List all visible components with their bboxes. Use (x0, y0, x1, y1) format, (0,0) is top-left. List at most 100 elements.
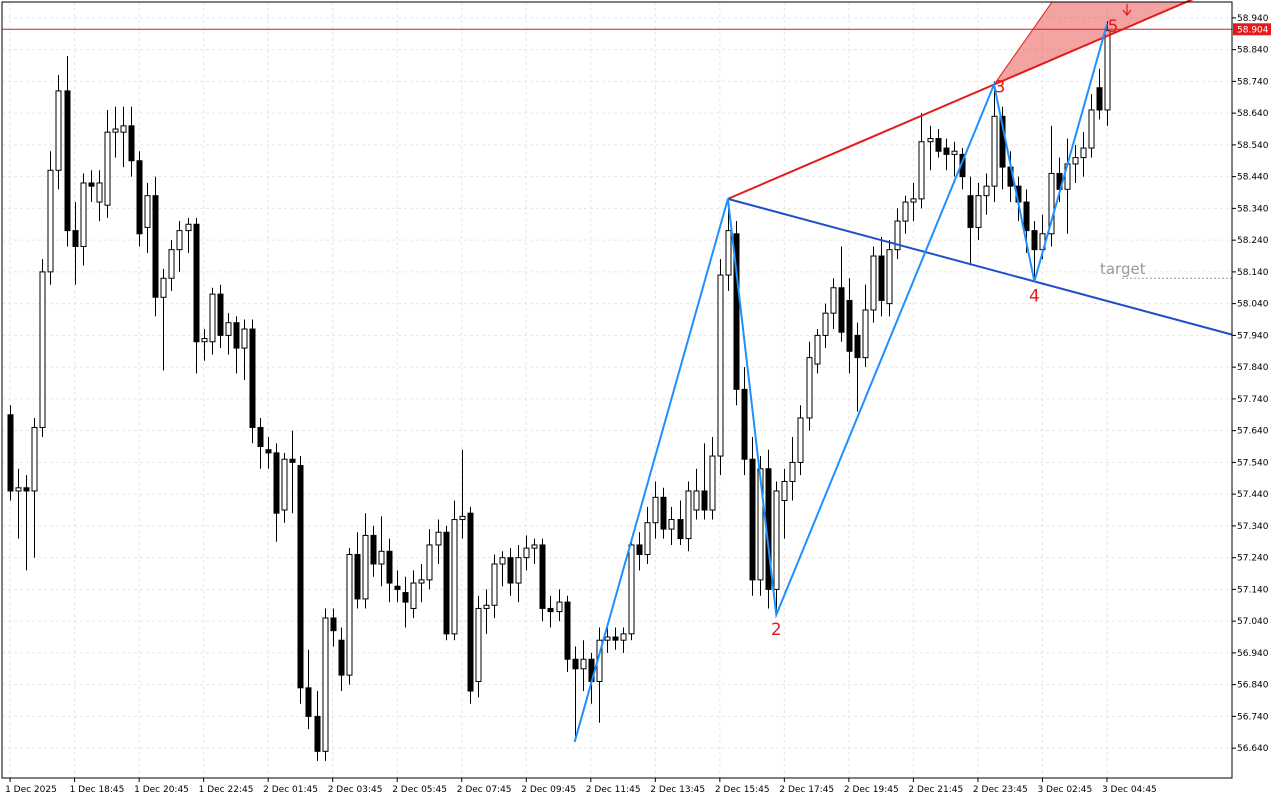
candle-body (289, 458, 296, 463)
candle-body (305, 687, 312, 717)
candle-body (660, 496, 667, 530)
candle-body (55, 90, 62, 171)
candle-body (749, 458, 756, 581)
x-tick-label: 3 Dec 02:45 (1037, 785, 1092, 795)
x-tick-label: 2 Dec 11:45 (586, 785, 641, 795)
candle-body (1088, 109, 1095, 149)
x-tick-label: 2 Dec 19:45 (844, 785, 899, 795)
candle-body (717, 274, 724, 457)
candle-body (185, 223, 192, 232)
candle-body (991, 115, 998, 187)
y-tick-label: 58.940 (1237, 14, 1269, 24)
y-tick-label: 57.540 (1237, 458, 1269, 468)
candle-body (564, 601, 571, 660)
candle-body (241, 328, 248, 349)
candle-body (435, 531, 442, 546)
candle-body (338, 639, 345, 676)
candle-body (644, 522, 651, 555)
candle-body (128, 125, 135, 162)
y-tick-label: 57.740 (1237, 395, 1269, 405)
candle-body (967, 195, 974, 228)
candle-body (927, 138, 934, 143)
candle-body (862, 309, 869, 359)
candle-body (773, 490, 780, 590)
candle-body (668, 519, 675, 530)
candle-body (701, 490, 708, 511)
axes: 58.940 58.840 58.740 58.640 58.540 58.440 58.3… (5, 14, 1271, 795)
candle-body (789, 461, 796, 482)
candle-body (830, 287, 837, 314)
candle-body (1104, 30, 1111, 111)
candle-body (902, 201, 909, 222)
candle-body (467, 512, 474, 692)
candle-body (1080, 147, 1087, 159)
candle-body (547, 607, 554, 613)
candle-body (7, 414, 14, 492)
candle-body (757, 468, 764, 581)
candle-body (838, 287, 845, 333)
candle-body (781, 480, 788, 501)
candle-body (677, 519, 684, 540)
wave-overlay: 2 3 4 5 target (2, 0, 1233, 743)
candle-body (225, 322, 232, 336)
current-price-label: 58.904 (1237, 25, 1269, 35)
candle-body (144, 195, 151, 228)
candle-body (943, 147, 950, 155)
candle-body (451, 519, 458, 635)
y-tick-label: 57.440 (1237, 490, 1269, 500)
candle-body (418, 579, 425, 584)
x-tick-label: 1 Dec 20:45 (134, 785, 189, 795)
candle-body (1072, 157, 1079, 165)
y-tick-label: 57.640 (1237, 427, 1269, 437)
candle-body (878, 255, 885, 301)
y-tick-label: 57.040 (1237, 617, 1269, 627)
candle-body (23, 487, 30, 492)
target-label: target (1100, 260, 1146, 278)
candle-body (652, 496, 659, 524)
candle-body (918, 141, 925, 200)
x-tick-label: 1 Dec 2025 (5, 785, 57, 795)
candle-body (168, 249, 175, 279)
candle-body (475, 607, 482, 682)
candle-body (72, 230, 79, 247)
candle-body (539, 544, 546, 609)
candle-body (297, 465, 304, 689)
candle-body (426, 544, 433, 581)
candle-body (64, 90, 71, 232)
y-tick-label: 57.940 (1237, 331, 1269, 341)
y-tick-label: 58.740 (1237, 77, 1269, 87)
candle-body (491, 563, 498, 606)
candle-body (176, 230, 183, 251)
wave-zigzag (573, 23, 1108, 743)
candle-body (975, 195, 982, 228)
candle-body (612, 636, 619, 641)
candle-body (814, 334, 821, 365)
y-tick-label: 57.840 (1237, 363, 1269, 373)
candle-body (410, 582, 417, 609)
candle-body (846, 299, 853, 352)
y-tick-label: 58.140 (1237, 268, 1269, 278)
candle-body (443, 531, 450, 635)
y-tick-label: 57.140 (1237, 585, 1269, 595)
candle-body (983, 185, 990, 197)
candle-body (386, 550, 393, 584)
x-tick-label: 2 Dec 03:45 (328, 785, 383, 795)
candle-body (709, 455, 716, 511)
y-tick-label: 58.240 (1237, 236, 1269, 246)
x-tick-label: 2 Dec 15:45 (715, 785, 770, 795)
x-tick-label: 2 Dec 21:45 (908, 785, 963, 795)
candle-body (693, 490, 700, 511)
candle-body (507, 557, 514, 584)
candle-body (193, 223, 200, 343)
x-tick-label: 1 Dec 18:45 (70, 785, 125, 795)
candle-body (104, 131, 111, 206)
candle-body (201, 338, 208, 343)
candle-body (1048, 172, 1055, 235)
candle-body (725, 230, 732, 276)
candle-body (362, 534, 369, 600)
candle-body (604, 636, 611, 641)
y-tick-label: 56.840 (1237, 681, 1269, 691)
candle-body (556, 601, 563, 613)
